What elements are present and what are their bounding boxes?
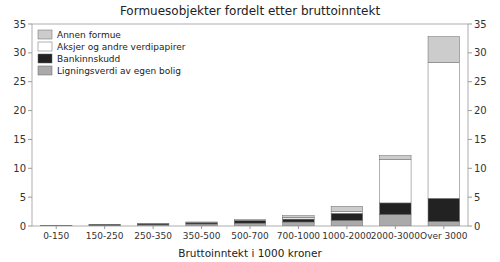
y2-tick <box>468 197 472 198</box>
y2-tick <box>468 24 472 25</box>
x-tick-label: 250-350 <box>134 231 172 241</box>
x-axis-label: Bruttoinntekt i 1000 kroner <box>178 247 322 259</box>
bar-segment <box>428 37 459 63</box>
x-tick <box>250 226 251 229</box>
legend-swatch <box>38 66 52 75</box>
bar-segment <box>186 222 217 223</box>
x-tick <box>346 226 347 229</box>
bar-segment <box>331 212 362 214</box>
x-tick-label: 500-700 <box>231 231 269 241</box>
bars <box>40 37 459 226</box>
bar-segment <box>380 214 411 226</box>
y2-tick <box>468 52 472 53</box>
y2-tick <box>468 110 472 111</box>
bar-segment <box>234 219 265 221</box>
y2-tick <box>468 226 472 227</box>
bar-segment <box>331 213 362 220</box>
y2-tick <box>468 139 472 140</box>
legend: Annen formue Aksjer og andre verdipapirer… <box>38 30 186 76</box>
x-tick <box>153 226 154 229</box>
x-tick <box>201 226 202 229</box>
bar-segment <box>428 63 459 199</box>
y-tick-label: 10 <box>13 163 26 174</box>
bar-segment <box>428 198 459 221</box>
x-tick-label: Over 3000 <box>420 231 468 241</box>
y2-tick-label: 15 <box>474 134 487 145</box>
legend-label: Ligningsverdi av egen bolig <box>57 66 181 76</box>
y-tick-label: 0 <box>20 221 26 232</box>
bar-segment <box>137 224 168 225</box>
bar-segment <box>331 220 362 226</box>
bar-segment <box>234 220 265 221</box>
bar-segment <box>234 221 265 223</box>
bar-segment <box>234 223 265 226</box>
legend-swatch <box>38 30 52 39</box>
y-tick <box>28 168 32 169</box>
bar-segment <box>283 222 314 226</box>
x-tick-label: 1000-2000 <box>322 231 371 241</box>
x-tick-label: 700-1000 <box>277 231 321 241</box>
bar-segment <box>186 221 217 223</box>
y-tick-label: 15 <box>13 134 26 145</box>
y-tick-label: 20 <box>13 105 26 116</box>
y-tick <box>28 226 32 227</box>
x-tick-label: 2000-3000 <box>371 231 420 241</box>
bar-segment <box>283 216 314 218</box>
title: Formuesobjekter fordelt etter bruttoinnt… <box>120 4 380 18</box>
y-tick <box>28 110 32 111</box>
bar-segment <box>380 203 411 215</box>
bar-segment <box>331 206 362 211</box>
bar-segment <box>283 217 314 219</box>
x-tick <box>56 226 57 229</box>
y-tick <box>28 81 32 82</box>
y2-tick-label: 20 <box>474 105 487 116</box>
legend-swatch <box>38 54 52 63</box>
y2-tick <box>468 168 472 169</box>
chart: Formuesobjekter fordelt etter bruttoinnt… <box>0 0 500 262</box>
bar-segment <box>186 223 217 224</box>
y2-tick-label: 35 <box>474 19 487 30</box>
legend-label: Bankinnskudd <box>57 54 120 64</box>
bar-segment <box>137 223 168 224</box>
x-tick <box>104 226 105 229</box>
y2-tick-label: 0 <box>474 221 480 232</box>
x-tick <box>443 226 444 229</box>
y-tick-label: 30 <box>13 47 26 58</box>
bar-segment <box>380 156 411 160</box>
x-tick-label: 0-150 <box>43 231 69 241</box>
bar-segment <box>89 224 120 225</box>
bar-segment <box>89 224 120 225</box>
bar-segment <box>428 221 459 226</box>
x-tick-label: 350-500 <box>183 231 221 241</box>
legend-label: Annen formue <box>57 30 121 40</box>
x-tick <box>395 226 396 229</box>
y2-tick-label: 25 <box>474 76 487 87</box>
legend-label: Aksjer og andre verdipapirer <box>57 42 186 52</box>
bar-segment <box>137 223 168 224</box>
y2-tick-label: 5 <box>474 192 480 203</box>
legend-swatch <box>38 42 52 51</box>
x-tick <box>298 226 299 229</box>
y-tick <box>28 197 32 198</box>
y-tick-label: 35 <box>13 19 26 30</box>
bar-segment <box>283 219 314 222</box>
y-tick <box>28 24 32 25</box>
bar-segment <box>380 160 411 203</box>
y2-tick-label: 10 <box>474 163 487 174</box>
x-tick-label: 150-250 <box>86 231 124 241</box>
y-tick <box>28 139 32 140</box>
y2-tick <box>468 81 472 82</box>
y-tick <box>28 52 32 53</box>
y-tick-label: 25 <box>13 76 26 87</box>
y2-tick-label: 30 <box>474 47 487 58</box>
plot-frame <box>32 24 468 226</box>
y-tick-label: 5 <box>20 192 26 203</box>
